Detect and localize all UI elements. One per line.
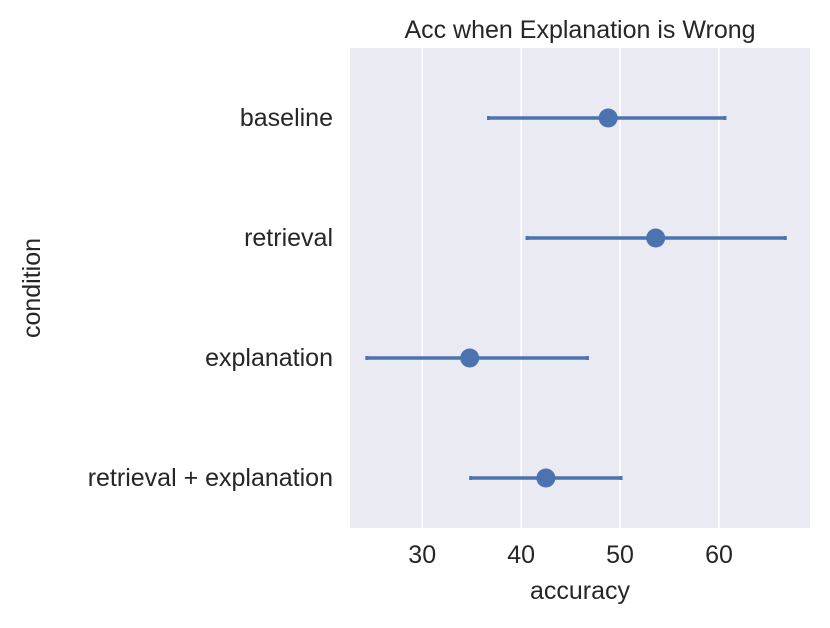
y-tick-label-0: baseline [240,104,333,132]
gridlines [421,48,720,528]
y-tick-label-1: retrieval [244,224,333,252]
x-tick-label-50: 50 [606,541,634,569]
data-point-3 [536,468,556,488]
x-tick-label-40: 40 [507,541,535,569]
data-marks [365,108,787,488]
chart-title: Acc when Explanation is Wrong [404,16,755,44]
x-axis-label: accuracy [530,577,631,605]
x-tick-label-30: 30 [408,541,436,569]
y-tick-labels: baseline retrieval explanation retrieval + … [88,104,333,492]
data-point-1 [646,228,666,248]
y-axis-label: condition [18,238,46,338]
data-point-2 [460,348,480,368]
y-tick-label-2: explanation [205,344,333,372]
x-tick-label-60: 60 [705,541,733,569]
plot-area [350,48,810,528]
data-point-0 [598,108,618,128]
y-tick-label-3: retrieval + explanation [88,464,333,492]
x-tick-labels: 30 40 50 60 [408,541,733,569]
